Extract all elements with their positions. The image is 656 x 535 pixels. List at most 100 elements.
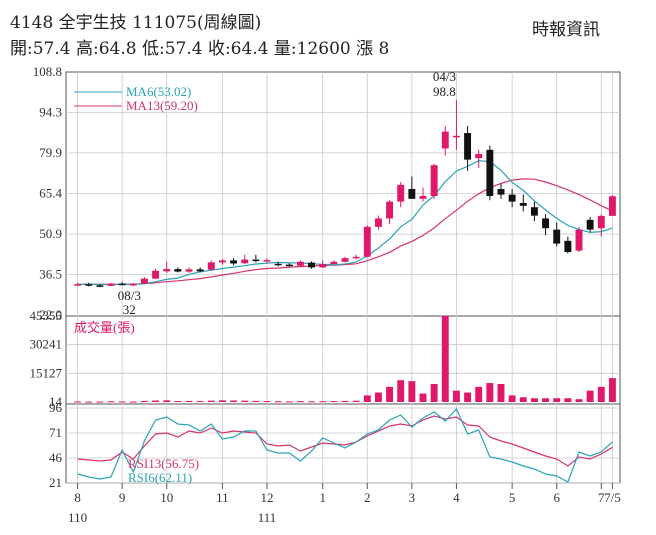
low-value-annotation: 32 xyxy=(123,302,136,317)
candle-body xyxy=(129,283,137,286)
volume-bar xyxy=(74,401,82,403)
volume-bar xyxy=(530,398,538,402)
candle-body xyxy=(475,154,483,159)
volume-bar xyxy=(96,401,104,403)
candle-body xyxy=(263,260,271,262)
candle-body xyxy=(330,261,338,265)
candle-body xyxy=(230,260,238,264)
candle-body xyxy=(363,226,371,257)
volume-tick-label: 30241 xyxy=(30,337,63,352)
candle-body xyxy=(252,259,260,262)
volume-bar xyxy=(207,400,215,402)
volume-bar xyxy=(575,399,583,402)
rsi-tick-label: 71 xyxy=(49,425,62,440)
x-tick-label: 7/5 xyxy=(604,490,621,505)
volume-bar xyxy=(564,398,572,402)
rsi13-label: RSI13(56.75) xyxy=(128,456,199,471)
candle-body xyxy=(352,256,360,259)
source-label: 時報資訊 xyxy=(532,20,600,40)
x-tick-label: 5 xyxy=(509,490,516,505)
price-tick-label: 94.3 xyxy=(39,105,62,120)
volume-bar xyxy=(285,401,293,403)
volume-bar xyxy=(152,400,160,402)
legend-label: MA6(53.02) xyxy=(126,84,191,99)
ma13-line xyxy=(77,178,613,285)
x-tick-label: 1 xyxy=(319,490,326,505)
volume-bar xyxy=(263,401,271,403)
low-date-annotation: 08/3 xyxy=(118,288,141,303)
ma6-line xyxy=(77,160,613,286)
plot-frame xyxy=(65,71,621,484)
high-value-annotation: 98.8 xyxy=(433,84,456,99)
candle-body xyxy=(319,264,327,268)
volume-bar xyxy=(185,400,193,402)
chart-title: 4148 全宇生技 111075(周線圖) xyxy=(10,13,262,33)
candle-body xyxy=(452,135,460,138)
candle-body xyxy=(374,218,382,227)
candle-body xyxy=(497,189,505,195)
high-date-annotation: 04/3 xyxy=(433,69,456,84)
volume-bar xyxy=(330,401,338,403)
volume-bar xyxy=(363,395,371,402)
volume-bar xyxy=(319,401,327,403)
candle-body xyxy=(285,264,293,267)
candle-body xyxy=(308,262,316,268)
year-label: 111 xyxy=(258,510,277,525)
volume-tick-label: 15127 xyxy=(30,365,63,380)
volume-bar xyxy=(519,397,527,402)
candle-body xyxy=(397,184,405,202)
candle-body xyxy=(530,207,538,216)
candle-body xyxy=(107,283,115,286)
volume-bar xyxy=(452,390,460,402)
volume-bar xyxy=(542,398,550,402)
rsi6-line xyxy=(77,407,613,483)
volume-tick-label: 45355 xyxy=(30,308,63,323)
candle-body xyxy=(508,194,516,202)
candle-body xyxy=(152,270,160,279)
volume-bar xyxy=(107,401,115,403)
x-tick-label: 2 xyxy=(364,490,371,505)
volume-bar xyxy=(475,386,483,402)
volume-bar xyxy=(274,401,282,403)
x-tick-label: 11 xyxy=(216,490,229,505)
candle-body xyxy=(96,285,104,287)
volume-bar xyxy=(352,400,360,402)
volume-bar xyxy=(196,401,204,403)
candle-body xyxy=(486,149,494,197)
candle-body xyxy=(296,261,304,266)
volume-bar xyxy=(464,392,472,402)
candle-body xyxy=(274,263,282,266)
volume-bar xyxy=(252,400,260,402)
price-tick-label: 36.5 xyxy=(39,266,62,281)
candle-body xyxy=(564,240,572,253)
volume-bar xyxy=(397,380,405,402)
volume-bar xyxy=(85,401,93,403)
candle-body xyxy=(575,229,583,251)
candle-body xyxy=(74,284,82,286)
candle-body xyxy=(408,189,416,199)
rsi-tick-label: 96 xyxy=(49,400,63,415)
candle-body xyxy=(608,196,616,216)
candle-body xyxy=(386,201,394,219)
candle-body xyxy=(441,131,449,149)
volume-bar xyxy=(163,400,171,402)
volume-bar xyxy=(419,393,427,402)
candle-body xyxy=(597,215,605,229)
candle-body xyxy=(430,165,438,197)
volume-bar xyxy=(430,384,438,402)
volume-bar xyxy=(608,378,616,402)
volume-bar xyxy=(118,401,126,403)
volume-bar xyxy=(230,400,238,402)
volume-bar xyxy=(408,381,416,402)
volume-bar xyxy=(308,401,316,403)
rsi6-label: RSI6(62.11) xyxy=(128,470,192,485)
rsi-tick-label: 46 xyxy=(49,450,63,465)
x-tick-label: 12 xyxy=(261,490,274,505)
volume-bar xyxy=(586,390,594,402)
rsi-tick-label: 21 xyxy=(49,475,62,490)
rsi13-line xyxy=(77,415,613,467)
x-tick-label: 6 xyxy=(553,490,560,505)
price-tick-label: 65.4 xyxy=(39,186,62,201)
